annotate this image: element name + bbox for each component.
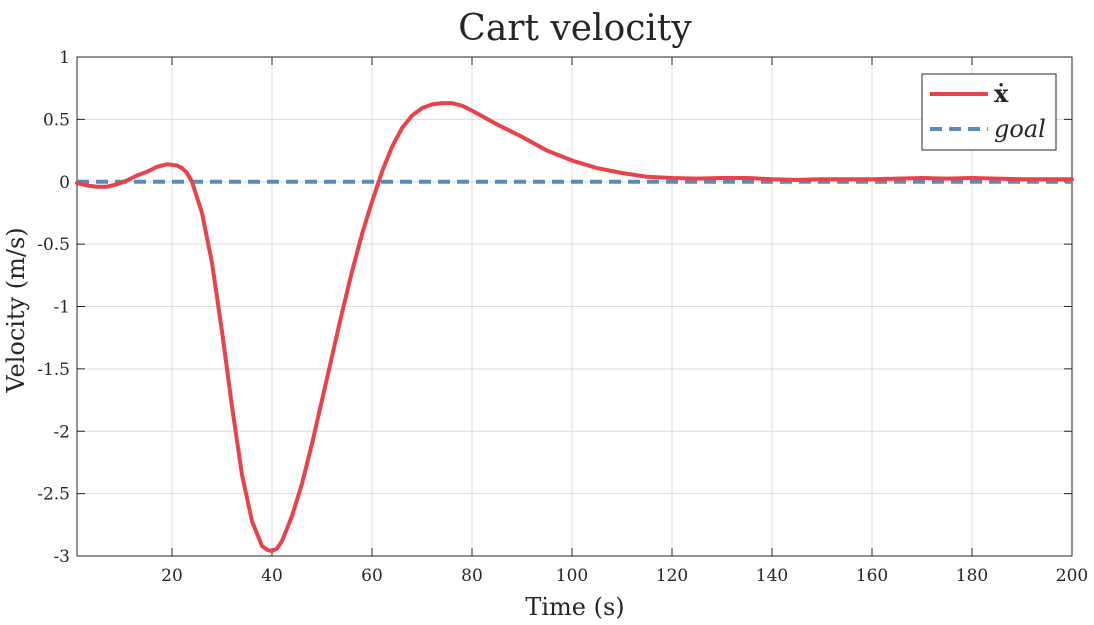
legend-label-goal: goal bbox=[994, 115, 1046, 143]
x-tick-label: 80 bbox=[461, 566, 483, 586]
chart-title: Cart velocity bbox=[458, 8, 692, 49]
y-tick-label: 0 bbox=[59, 173, 70, 193]
axis-ticks: 20 40 60 80 100 120 140 160 180 200 1 0.5 0 -0.5 -1 -1.… bbox=[37, 48, 1088, 586]
y-tick-label: -0.5 bbox=[37, 235, 70, 255]
x-tick-label: 160 bbox=[856, 566, 888, 586]
x-tick-label: 140 bbox=[756, 566, 788, 586]
x-tick-label: 20 bbox=[161, 566, 183, 586]
y-tick-label: -3 bbox=[53, 547, 70, 567]
y-tick-label: -1 bbox=[53, 298, 70, 318]
series-line-velocity bbox=[75, 101, 1074, 554]
x-tick-label: 200 bbox=[1056, 566, 1088, 586]
y-tick-label: -2.5 bbox=[37, 485, 70, 505]
legend-box bbox=[921, 73, 1057, 151]
y-tick-label: 0.5 bbox=[43, 110, 70, 130]
y-tick-label: -2 bbox=[53, 422, 70, 442]
y-tick-label: 1 bbox=[59, 48, 70, 68]
x-tick-label: 120 bbox=[656, 566, 688, 586]
x-tick-label: 40 bbox=[261, 566, 283, 586]
y-axis-label: Velocity (m/s) bbox=[2, 227, 30, 393]
legend-label-x-dot: ẋ bbox=[994, 79, 1009, 108]
x-axis-label: Time (s) bbox=[525, 593, 624, 621]
series-layer bbox=[75, 101, 1074, 554]
y-tick-label: -1.5 bbox=[37, 360, 70, 380]
legend: ẋ goal bbox=[921, 73, 1057, 151]
x-tick-label: 60 bbox=[361, 566, 383, 586]
x-tick-label: 180 bbox=[956, 566, 988, 586]
x-tick-label: 100 bbox=[556, 566, 588, 586]
